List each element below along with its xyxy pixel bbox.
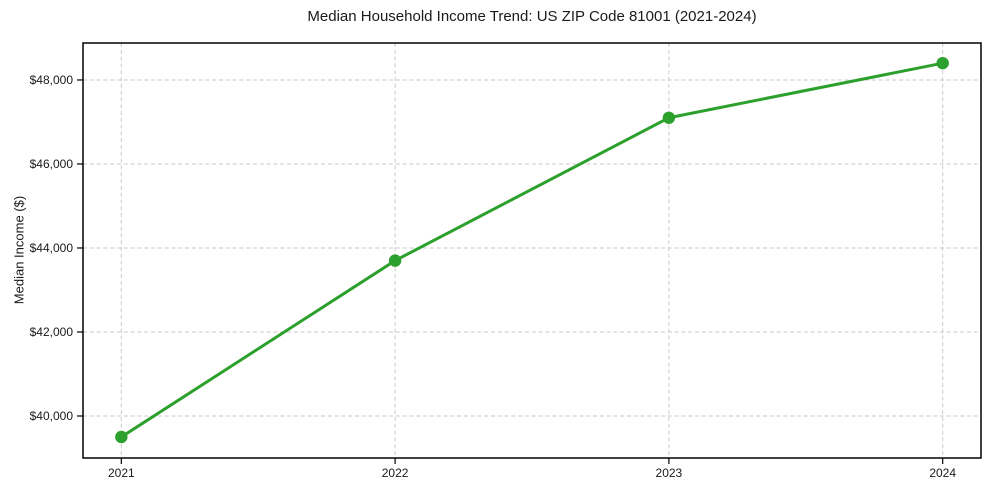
x-tick-label: 2024: [929, 466, 956, 480]
data-point-marker: [115, 430, 128, 444]
y-tick-label: $48,000: [30, 73, 74, 87]
chart-title: Median Household Income Trend: US ZIP Co…: [307, 8, 757, 25]
y-tick-label: $40,000: [30, 409, 74, 423]
y-tick-label: $44,000: [30, 241, 74, 255]
plot-border: [82, 42, 982, 459]
data-point-marker: [936, 56, 949, 70]
x-tick-label: 2021: [108, 466, 135, 480]
trend-line: [119, 61, 945, 439]
x-tick-label: 2023: [656, 466, 683, 480]
data-point-marker: [662, 111, 676, 124]
y-tick-label: $46,000: [30, 157, 74, 171]
y-tick-label: $42,000: [30, 325, 74, 339]
data-point-marker: [388, 254, 402, 267]
x-tick-label: 2022: [382, 466, 409, 480]
